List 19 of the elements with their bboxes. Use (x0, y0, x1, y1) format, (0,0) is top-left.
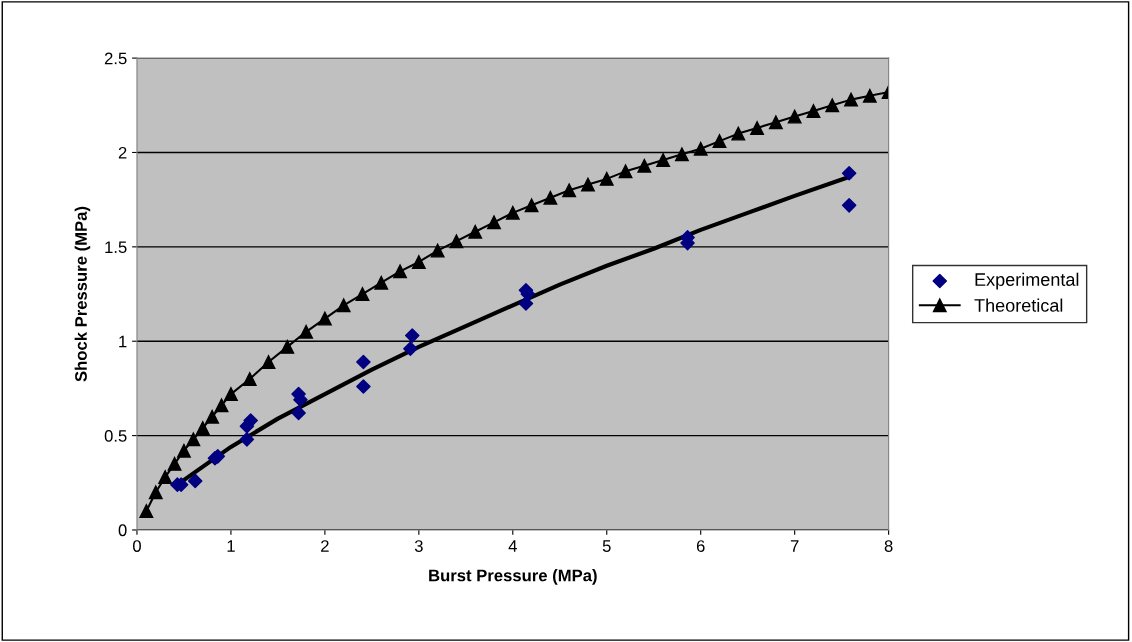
x-tick-label: 3 (414, 540, 423, 552)
y-tick-label: 2 (118, 146, 127, 159)
legend-label: Theoretical (974, 298, 1063, 312)
y-tick-label: 1.5 (105, 241, 127, 254)
x-tick-label: 8 (884, 540, 893, 552)
x-tick-label: 4 (508, 540, 517, 552)
y-tick-label: 1 (119, 335, 127, 348)
legend-label: Experimental (975, 272, 1079, 290)
y-axis-title: Shock Pressure (MPa) (74, 206, 91, 382)
y-tick-label: 0.5 (104, 430, 127, 442)
y-tick-label: 2.5 (104, 52, 127, 65)
x-axis-title: Burst Pressure (MPa) (429, 569, 597, 585)
x-tick-label: 1 (227, 540, 235, 552)
x-tick-label: 6 (696, 540, 705, 552)
x-tick-label: 2 (321, 540, 329, 552)
x-tick-label: 7 (790, 540, 799, 552)
y-tick-label: 0 (118, 524, 127, 537)
x-tick-label: 0 (132, 540, 141, 552)
x-tick-label: 5 (602, 540, 611, 552)
